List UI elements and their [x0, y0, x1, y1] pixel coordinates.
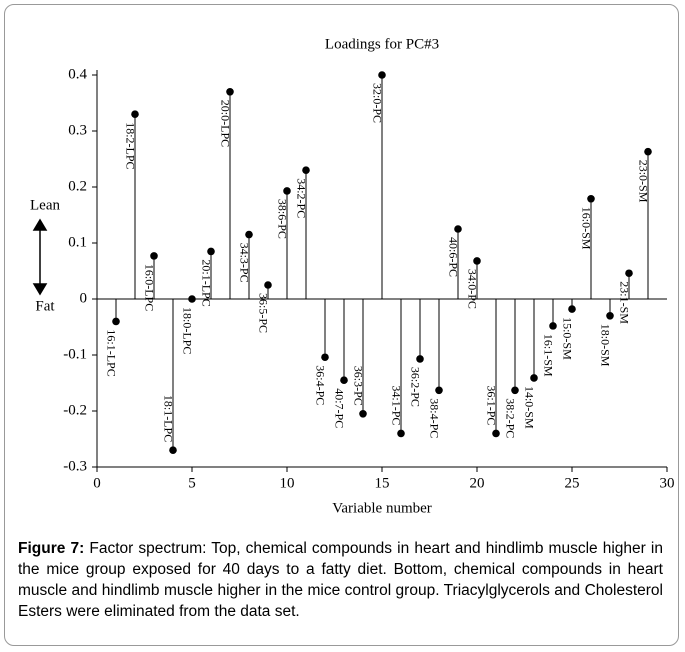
caption-label: Figure 7:	[18, 540, 85, 557]
stem-dot	[435, 386, 443, 395]
fat-label: Fat	[35, 298, 55, 314]
stem-dot	[606, 312, 614, 320]
point-label: 36:5-PC	[256, 293, 270, 333]
x-tick-label: 30	[660, 475, 675, 491]
y-tick-label: -0.3	[63, 458, 87, 474]
y-tick-label: -0.1	[63, 346, 87, 362]
point-label: 23:0-SM	[636, 160, 650, 203]
stem-dot	[340, 376, 348, 385]
x-tick-label: 15	[375, 475, 390, 491]
point-label: 18:2-LPC	[123, 122, 137, 169]
point-label: 40:6-PC	[446, 237, 460, 277]
point-label: 36:4-PC	[313, 365, 327, 405]
stem-dot	[264, 281, 272, 289]
point-label: 34:2-PC	[294, 178, 308, 218]
x-tick-label: 20	[470, 475, 485, 491]
point-label: 18:0-SM	[598, 324, 612, 367]
point-label: 36:3-PC	[351, 366, 365, 406]
point-label: 34:1-PC	[389, 385, 403, 425]
figure-frame	[4, 4, 679, 646]
stem-dot	[131, 110, 139, 118]
y-tick-label: 0.1	[68, 234, 87, 250]
point-label: 18:0-LPC	[180, 307, 194, 354]
x-tick-label: 25	[565, 475, 580, 491]
x-axis-label: Variable number	[332, 500, 432, 516]
x-tick-label: 5	[188, 475, 196, 491]
point-label: 34:0-PC	[465, 269, 479, 309]
stem-dot	[302, 166, 310, 174]
stem-dot	[378, 71, 386, 79]
stem-dot	[397, 429, 405, 438]
y-tick-label: 0.4	[68, 66, 87, 82]
stem-dot	[283, 187, 291, 195]
stem-dot	[321, 353, 329, 362]
stem-dot	[625, 269, 633, 278]
point-label: 38:6-PC	[275, 199, 289, 239]
point-label: 23:1-SM	[617, 281, 631, 324]
point-label: 18:1-LPC	[161, 395, 175, 442]
y-tick-label: -0.2	[63, 402, 87, 418]
lean-label: Lean	[30, 197, 60, 213]
point-label: 16:1-SM	[541, 334, 555, 377]
stem-dot	[530, 374, 538, 382]
y-tick-label: 0.2	[68, 178, 87, 194]
x-tick-label: 10	[280, 475, 295, 491]
point-label: 20:1-LPC	[199, 259, 213, 306]
caption: Figure 7: Factor spectrum: Top, chemical…	[18, 538, 663, 622]
point-label: 16:0-SM	[579, 207, 593, 250]
point-label: 20:0-LPC	[218, 100, 232, 147]
caption-text: Factor spectrum: Top, chemical compounds…	[18, 540, 663, 620]
point-label: 38:4-PC	[427, 398, 441, 438]
stem-dot	[207, 247, 215, 256]
stem-dot	[473, 257, 481, 265]
point-label: 32:0-PC	[370, 83, 384, 123]
stem-dot	[169, 446, 177, 455]
stem-dot	[454, 225, 462, 233]
point-label: 34:3-PC	[237, 243, 251, 283]
y-tick-label: 0.3	[68, 122, 87, 138]
stem-dot	[112, 317, 120, 326]
point-label: 15:0-SM	[560, 317, 574, 360]
y-tick-label: 0	[80, 290, 88, 306]
stem-dot	[416, 355, 424, 363]
stem-dot	[359, 410, 367, 418]
point-label: 40:7-PC	[332, 388, 346, 428]
point-label: 16:0-LPC	[142, 264, 156, 311]
stem-dot	[226, 88, 234, 96]
double-arrow	[32, 218, 48, 296]
stem-dot	[568, 305, 576, 313]
stem-dot	[492, 429, 500, 438]
stem-dot	[644, 147, 652, 156]
stem-dot	[188, 295, 196, 303]
stem-dot	[549, 322, 557, 330]
stem-dot	[150, 252, 158, 260]
point-label: 14:0-SM	[522, 386, 536, 429]
point-label: 36:1-PC	[484, 385, 498, 425]
chart: Loadings for PC#3 Variable number Lean F…	[30, 36, 675, 516]
stem-dot	[511, 386, 519, 395]
stem-dot	[587, 194, 595, 203]
point-label: 36:2-PC	[408, 367, 422, 407]
point-label: 38:2-PC	[503, 398, 517, 438]
stem-dot	[245, 230, 253, 239]
x-tick-label: 0	[93, 475, 101, 491]
point-label: 16:1-LPC	[104, 329, 118, 376]
chart-title: Loadings for PC#3	[325, 36, 439, 52]
